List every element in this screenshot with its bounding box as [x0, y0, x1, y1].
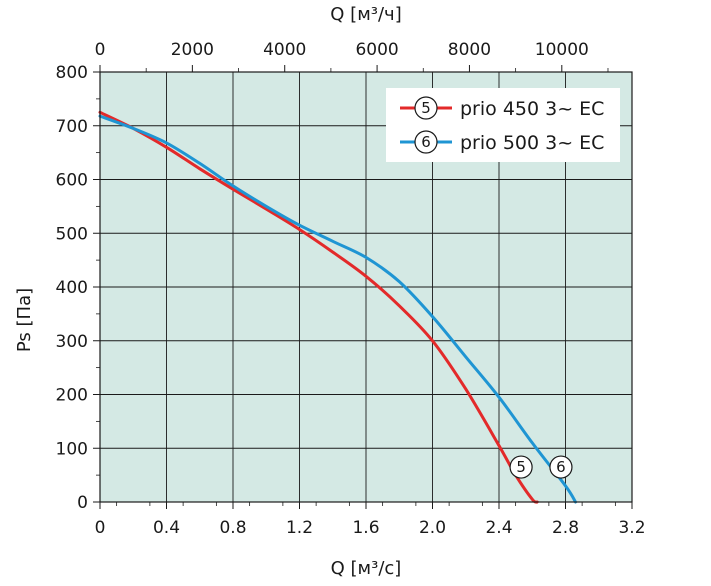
y-tick-label: 0 [77, 493, 88, 513]
x-bottom-tick-label: 0 [95, 518, 106, 538]
y-axis-title: Ps [Па] [14, 288, 35, 352]
y-tick-label: 300 [56, 332, 88, 352]
x-top-axis-title: Q [м³/ч] [330, 4, 401, 25]
x-bottom-tick-label: 2.4 [485, 518, 512, 538]
tick-labels: 0 0.4 0.8 1.2 1.6 2.0 2.4 2.8 3.2010020030040050… [56, 40, 646, 538]
x-bottom-axis-title: Q [м³/с] [331, 558, 402, 579]
y-tick-label: 700 [56, 117, 88, 137]
end-marker-circle [509, 455, 533, 479]
end-marker-6: 6 [549, 455, 573, 479]
series-line-5 [98, 110, 539, 504]
axis-ticks [93, 65, 633, 509]
end-marker-circle [549, 455, 573, 479]
x-top-tick-label: 10000 [535, 40, 589, 60]
legend-entry-5: 5 prio 450 3~ EC [400, 96, 604, 120]
x-bottom-tick-label: 2.0 [419, 518, 446, 538]
grid-lines [100, 72, 632, 502]
y-tick-label: 400 [56, 278, 88, 298]
series-lines [98, 110, 577, 504]
y-tick-label: 800 [56, 63, 88, 83]
legend-marker-circle [414, 96, 438, 120]
x-bottom-tick-label: 1.6 [352, 518, 379, 538]
end-marker-label: 5 [516, 458, 526, 476]
legend-marker-circle [414, 130, 438, 154]
legend-marker-label: 5 [421, 99, 431, 117]
legend-label: prio 450 3~ EC [460, 98, 604, 120]
x-bottom-tick-label: 0.8 [219, 518, 246, 538]
x-top-tick-label: 2000 [171, 40, 214, 60]
end-marker-5: 5 [509, 455, 533, 479]
y-tick-label: 500 [56, 224, 88, 244]
x-bottom-tick-label: 1.2 [286, 518, 313, 538]
x-bottom-tick-label: 0.4 [153, 518, 180, 538]
end-marker-label: 6 [556, 458, 566, 476]
x-bottom-tick-label: 2.8 [552, 518, 579, 538]
legend: 5 prio 450 3~ EC 6 prio 500 3~ EC [386, 88, 620, 162]
x-top-tick-label: 0 [95, 40, 106, 60]
legend-entry-6: 6 prio 500 3~ EC [400, 130, 604, 154]
y-tick-label: 100 [56, 439, 88, 459]
legend-label: prio 500 3~ EC [460, 132, 604, 154]
x-bottom-tick-label: 3.2 [618, 518, 645, 538]
y-tick-label: 600 [56, 171, 88, 191]
legend-marker-label: 6 [421, 133, 431, 151]
series-line-6 [98, 114, 577, 504]
x-top-tick-label: 4000 [263, 40, 306, 60]
x-top-tick-label: 6000 [355, 40, 398, 60]
x-top-tick-label: 8000 [448, 40, 491, 60]
y-tick-label: 200 [56, 386, 88, 406]
